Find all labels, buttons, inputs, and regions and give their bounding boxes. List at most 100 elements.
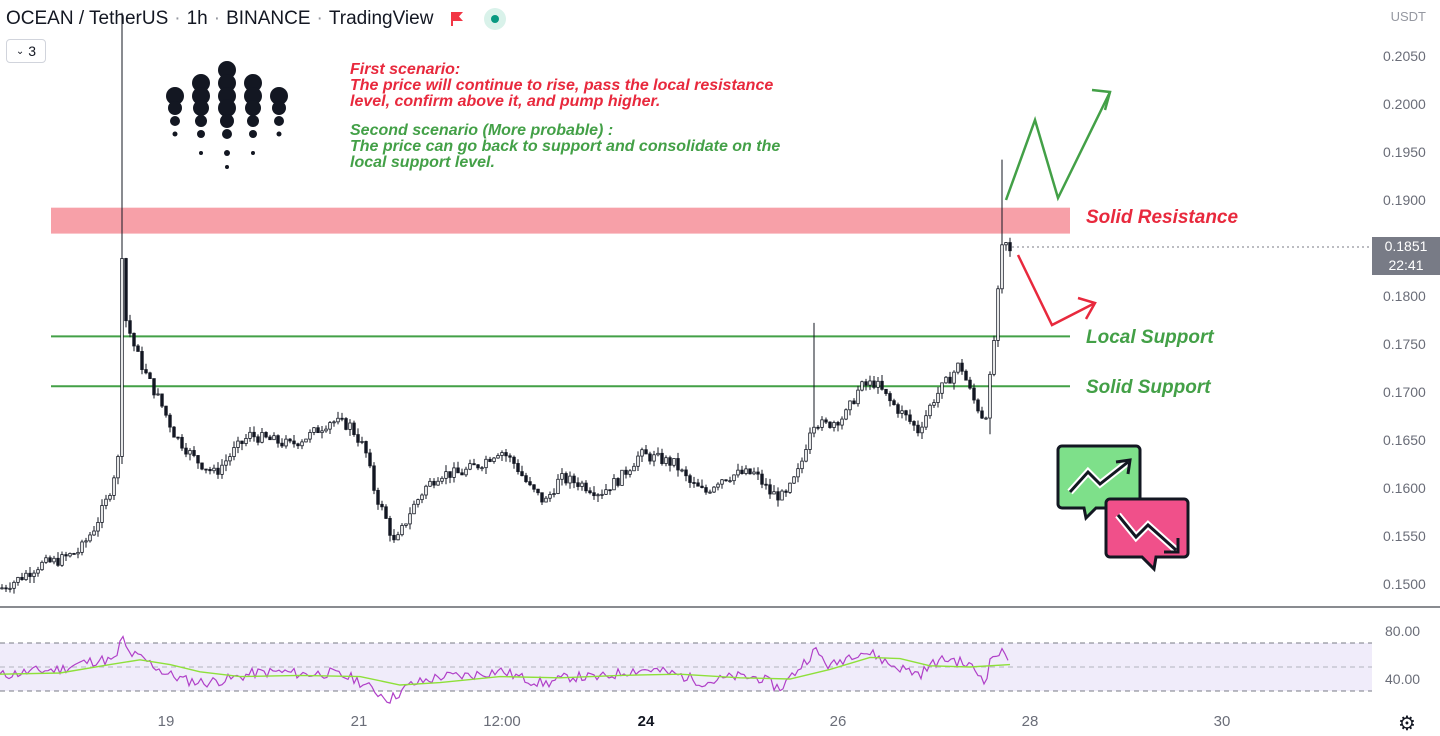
candle: [432, 480, 436, 486]
candle: [112, 477, 116, 496]
candle: [168, 414, 172, 428]
candle: [348, 422, 352, 430]
candle: [636, 455, 640, 467]
candle: [524, 475, 528, 483]
candle: [340, 417, 344, 420]
candle: [268, 436, 272, 441]
candle: [292, 440, 296, 445]
candle: [872, 380, 876, 388]
x-tick: 26: [829, 713, 847, 730]
first-scenario-title: First scenario:: [350, 61, 461, 78]
candle: [232, 447, 236, 457]
symbol-name[interactable]: OCEAN / TetherUS: [6, 8, 169, 30]
candle: [324, 428, 328, 432]
candle: [204, 468, 208, 471]
candle: [356, 434, 360, 443]
candle: [656, 452, 660, 456]
candle: [4, 587, 8, 590]
exchange-label: BINANCE: [226, 8, 311, 30]
candle: [124, 258, 128, 322]
y-tick: 0.1800: [1383, 288, 1426, 304]
y-tick: 0.2000: [1383, 96, 1426, 112]
candle: [428, 480, 432, 487]
candle: [596, 494, 600, 497]
logo-dot: [247, 115, 259, 127]
resistance-zone: [51, 207, 1070, 234]
collapse-indicators-button[interactable]: ⌄ 3: [6, 39, 46, 63]
candle: [256, 436, 260, 443]
candle: [404, 523, 408, 526]
settings-gear-icon[interactable]: ⚙: [1398, 713, 1416, 735]
candle: [676, 458, 680, 471]
flag-icon[interactable]: [449, 11, 465, 27]
logo-dot: [193, 100, 209, 116]
logo-dot: [249, 130, 257, 138]
candle: [584, 482, 588, 492]
candle: [692, 482, 696, 484]
candle: [764, 483, 768, 486]
candle: [988, 373, 992, 419]
resistance-label: Solid Resistance: [1086, 207, 1239, 228]
candle: [860, 381, 864, 391]
candle: [172, 426, 176, 438]
bearish-scenario-arrow: [1016, 254, 1096, 327]
second-scenario-line: local support level.: [350, 154, 495, 171]
candle: [556, 478, 560, 494]
candle: [152, 378, 156, 396]
candle: [84, 540, 88, 543]
y-tick: 0.1950: [1383, 144, 1426, 160]
logo-dot: [224, 150, 230, 156]
candle: [156, 393, 160, 396]
candle: [248, 431, 252, 439]
candle: [100, 505, 104, 523]
logo-dot: [218, 99, 236, 117]
candle: [696, 482, 700, 487]
market-open-icon: [483, 8, 506, 30]
logo-dot: [225, 165, 229, 169]
candle: [468, 463, 472, 470]
candle: [552, 493, 556, 495]
candle: [44, 557, 48, 563]
logo-dot: [195, 115, 207, 127]
candle: [396, 534, 400, 541]
candle: [464, 468, 468, 476]
candle: [840, 418, 844, 426]
candle: [928, 404, 932, 417]
rsi-line: [0, 635, 1009, 704]
currency-selector[interactable]: USDT: [1390, 9, 1426, 24]
candle: [416, 499, 420, 505]
candle: [804, 449, 808, 462]
candle: [352, 422, 356, 435]
logo-dot: [251, 151, 255, 155]
candle: [868, 380, 872, 386]
indicator-count: 3: [28, 43, 37, 59]
y-tick: 0.1700: [1383, 384, 1426, 400]
candle: [516, 463, 520, 473]
chevron-down-icon: ⌄: [15, 45, 25, 57]
candle: [208, 468, 212, 472]
candle: [912, 421, 916, 426]
candle: [908, 414, 912, 422]
candle: [668, 457, 672, 466]
candle: [564, 473, 568, 484]
y-tick: 0.1750: [1383, 336, 1426, 352]
candle: [8, 587, 12, 590]
candle: [616, 478, 620, 486]
candle: [608, 489, 612, 492]
candle: [980, 410, 984, 419]
interval-label[interactable]: 1h: [186, 8, 208, 30]
candle: [580, 482, 584, 487]
candle: [92, 530, 96, 536]
candle: [80, 541, 84, 553]
candle: [388, 518, 392, 536]
candle: [12, 581, 16, 589]
rsi-tick: 40.00: [1385, 671, 1421, 687]
candle: [440, 477, 444, 482]
candle: [60, 554, 64, 566]
candle: [900, 410, 904, 414]
logo-dot: [274, 116, 284, 126]
candle: [648, 453, 652, 462]
candle: [680, 469, 684, 472]
candle: [592, 492, 596, 497]
